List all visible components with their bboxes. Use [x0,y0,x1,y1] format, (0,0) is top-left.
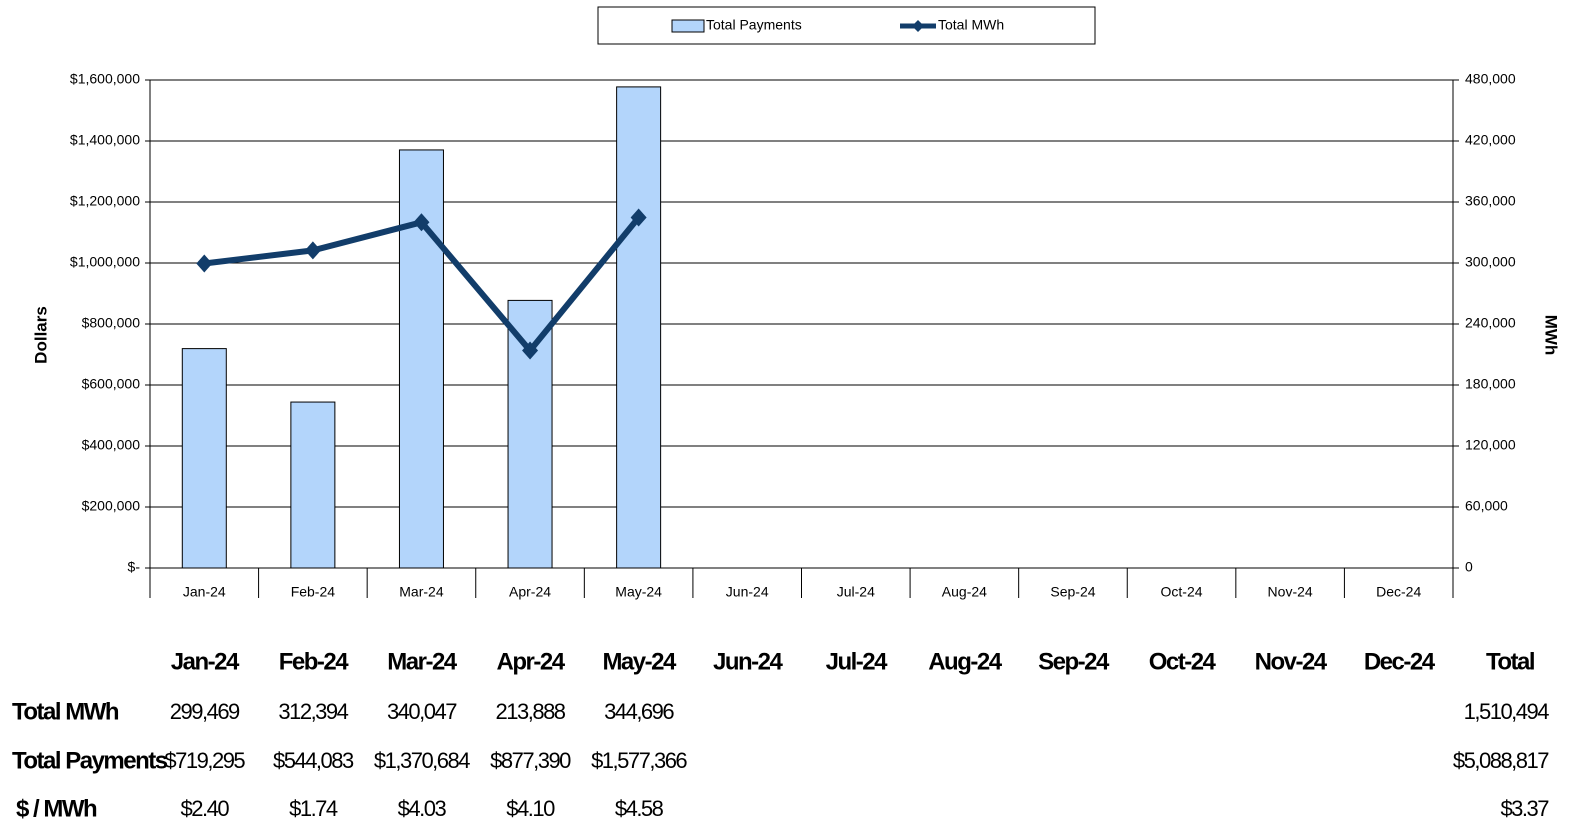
table-header: Jul-24 [826,648,889,675]
table-header: May-24 [602,648,677,675]
table-cell: $4.58 [615,796,664,821]
x-tick-label: Jan-24 [183,584,226,600]
x-tick-label: Feb-24 [291,584,336,600]
table-header: Mar-24 [387,648,458,675]
y-tick-label: $400,000 [82,437,141,453]
bar [398,149,444,569]
table-cell: $2.40 [181,796,230,821]
legend-swatch [671,19,705,33]
table-cell: $719,295 [164,748,245,773]
table-header: Jan-24 [171,648,240,675]
x-tick-label: May-24 [615,584,662,600]
x-tick-label: Oct-24 [1161,584,1203,600]
y-tick-label: $200,000 [82,498,141,514]
y2-tick-label: 300,000 [1465,254,1516,270]
bar [507,299,553,569]
table-cell: $544,083 [273,748,354,773]
table-cell: $1,577,366 [591,748,687,773]
table-total: $3.37 [1500,796,1549,821]
y-tick-label: $1,400,000 [70,132,140,148]
y2-tick-label: 120,000 [1465,437,1516,453]
table-header: Dec-24 [1364,648,1436,675]
y2-tick-label: 0 [1465,559,1473,575]
y-tick-label: $600,000 [82,376,141,392]
table-header: Sep-24 [1038,648,1110,675]
line-marker [522,341,539,360]
y-axis-label: Dollars [31,306,50,364]
table-header: Feb-24 [279,648,350,675]
table-total: $5,088,817 [1453,748,1549,773]
row-label: Total MWh [12,698,119,725]
y-tick-label: $800,000 [82,315,141,331]
x-tick-label: Dec-24 [1376,584,1421,600]
table-cell: $1,370,684 [374,748,470,773]
x-tick-label: Jul-24 [837,584,875,600]
line-marker [196,254,213,273]
legend-label: Total MWh [938,17,1004,33]
y-tick-label: $- [128,559,141,575]
x-tick-label: Sep-24 [1050,584,1095,600]
table-header: Aug-24 [928,648,1002,675]
y2-tick-label: 480,000 [1465,71,1516,87]
y-tick-label: $1,200,000 [70,193,140,209]
legend-swatch [912,20,924,32]
row-label: $ / MWh [16,795,97,822]
y-tick-label: $1,600,000 [70,71,140,87]
bar [290,401,336,569]
line-marker [304,241,321,260]
row-label: Total Payments [12,747,168,774]
table-cell: 340,047 [387,699,457,724]
table-header: Apr-24 [497,648,566,675]
table-cell: 312,394 [278,699,348,724]
table-cell: 299,469 [170,699,240,724]
table-cell: $1.74 [289,796,338,821]
x-tick-label: Aug-24 [942,584,987,600]
table-cell: $877,390 [490,748,571,773]
y2-tick-label: 420,000 [1465,132,1516,148]
y2-axis-label: MWh [1542,315,1561,356]
y2-tick-label: 180,000 [1465,376,1516,392]
y2-tick-label: 60,000 [1465,498,1508,514]
table-cell: $4.03 [398,796,447,821]
y2-tick-label: 360,000 [1465,193,1516,209]
x-tick-label: Jun-24 [726,584,769,600]
y-tick-label: $1,000,000 [70,254,140,270]
legend-label: Total Payments [706,17,802,33]
table-header: Nov-24 [1255,648,1328,675]
table-total: 1,510,494 [1464,699,1550,724]
table-header: Total [1486,648,1534,675]
line-marker [630,208,647,227]
y2-tick-label: 240,000 [1465,315,1516,331]
table-cell: 213,888 [496,699,566,724]
bar [616,86,662,569]
x-tick-label: Nov-24 [1268,584,1313,600]
table-header: Jun-24 [713,648,784,675]
x-tick-label: Apr-24 [509,584,551,600]
x-tick-label: Mar-24 [399,584,444,600]
line-marker [413,213,430,232]
table-cell: $4.10 [506,796,555,821]
table-cell: 344,696 [604,699,674,724]
bar [181,348,227,569]
table-header: Oct-24 [1149,648,1217,675]
